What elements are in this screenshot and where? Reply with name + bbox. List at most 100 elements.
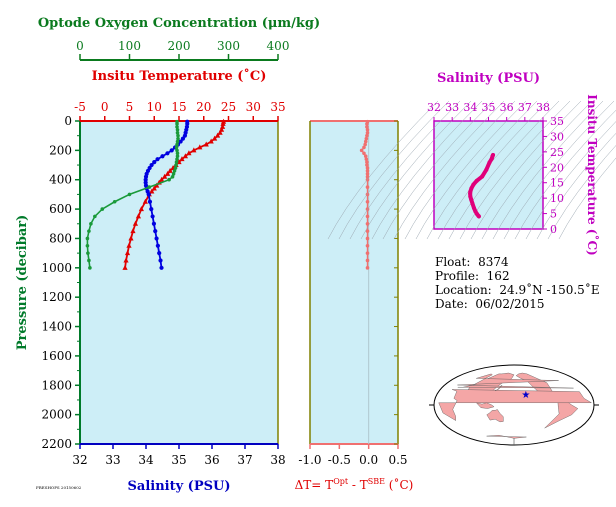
oxygen-point [88,266,92,270]
salinity-point [149,162,154,168]
oxygen-point [174,160,179,164]
salinity-point [169,148,174,153]
salinity-point [160,154,165,159]
delta-point [365,125,369,129]
temperature-point [220,120,226,126]
delta-point [365,128,370,132]
ts-x-axis-title: Salinity (PSU) [437,71,540,86]
oxygen-point [167,177,171,182]
temperature-point [220,118,227,124]
temperature-point [165,170,171,176]
ts-x-tick-label: 34 [463,101,477,114]
salinity-axis-title: Salinity (PSU) [128,479,231,494]
ts-y-tick-label: 10 [550,192,564,205]
pressure-tick-label: 1200 [41,290,72,304]
map-land-japan [495,384,503,391]
map-land-africa [438,389,593,421]
temperature-point [167,167,173,173]
temperature-point [212,135,218,141]
ts-point [484,167,489,172]
profile-line: Profile: 162 [435,269,600,283]
temperature-point [215,132,221,138]
temperature-point [191,147,197,153]
temperature-tick-label: 20 [196,100,211,114]
temperature-tick-label: 30 [246,100,261,114]
pressure-tick-label: 600 [49,202,72,216]
pressure-tick-label: 0 [64,114,72,128]
float-label: Float: [435,255,471,269]
pressure-tick-label: 1000 [41,261,72,275]
oxygen-point [85,243,90,248]
salinity-point [149,206,154,212]
oxygen-point [175,125,179,129]
oxygen-tick-label: 400 [267,39,290,53]
temperature-point [197,144,203,150]
pressure-tick-label: 1600 [41,349,72,363]
delta-point [362,151,366,156]
ts-y-tick-label: 15 [550,177,564,190]
delta-title-superscript: Opt [333,477,349,486]
delta-point [364,157,369,161]
ts-density-contour [536,132,616,240]
oxygen-point [87,229,91,233]
float-id-line: Float: 8374 [435,255,600,269]
delta-point [365,266,370,270]
oxygen-point [89,221,93,226]
salinity-point [182,133,188,138]
salinity-point [154,236,159,241]
temperature-tick-label: 15 [171,100,186,114]
ts-x-tick-label: 33 [445,101,459,114]
oxygen-axis-title: Optode Oxygen Concentration (μm/kg) [38,16,320,31]
oxygen-point [147,185,152,189]
delta-point [363,139,368,144]
oxygen-point [86,251,90,255]
delta-point [362,145,366,150]
location-value: 24.9˚N -150.5˚E [499,283,600,297]
temperature-point [151,185,157,191]
map-land [438,372,593,445]
temperature-point [186,150,192,156]
ts-density-contour [382,100,494,240]
oxygen-point [127,192,132,197]
oxygen-point [174,163,178,167]
oxygen-point [175,130,180,135]
temperature-axis-title: Insitu Temperature (˚C) [92,68,267,84]
ts-density-contour [371,100,483,240]
ts-density-contour [349,100,461,240]
ts-density-contour [514,109,616,240]
ts-y-tick-label: 5 [550,208,557,221]
oxygen-point [172,169,177,173]
delta-point [365,169,370,173]
temperature-point [124,250,131,256]
oxygen-point [170,174,175,179]
world-map [429,364,599,446]
ts-density-contour [459,100,571,240]
ts-x-tick-label: 32 [427,101,441,114]
delta-point [364,136,369,141]
ts-density-contour [470,100,582,240]
delta-point [365,236,370,241]
delta-point [365,122,369,126]
ts-x-tick-label: 36 [500,101,514,114]
temperature-tick-label: 10 [147,100,162,114]
ts-density-contour [558,157,616,240]
delta-tick-label: -1.0 [298,453,321,467]
ts-point [469,197,474,202]
ts-point [469,186,474,191]
temperature-point [142,198,148,204]
delta-point [365,258,370,263]
salinity-tick-label: 36 [204,453,219,467]
ts-density-contour [481,100,593,240]
ts-density-contour [415,100,527,240]
delta-point [365,163,369,167]
ts-y-tick-label: 20 [550,161,564,174]
pressure-tick-label: 2000 [41,408,72,422]
temperature-tick-label: 0 [101,100,109,114]
temperature-point [138,206,144,212]
ts-point [468,191,473,196]
temperature-point [182,153,189,159]
oxygen-point [175,142,179,147]
salinity-point [147,199,153,204]
ts-x-tick-label: 35 [482,101,496,114]
